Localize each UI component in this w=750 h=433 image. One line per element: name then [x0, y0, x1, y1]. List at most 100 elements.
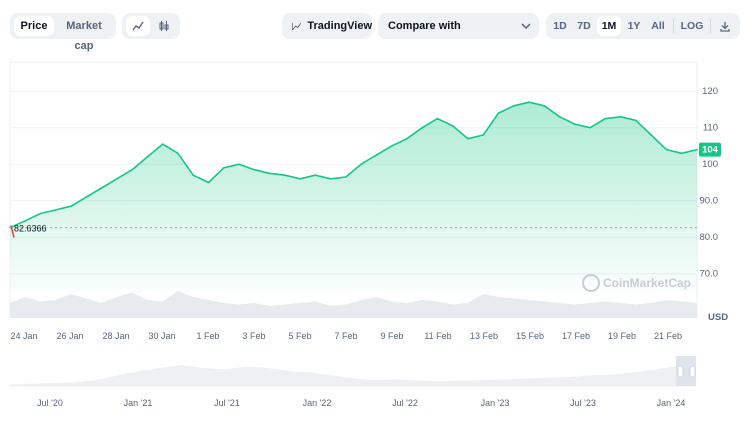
navigator-handle-right[interactable]: [689, 365, 696, 378]
price-point: [192, 174, 194, 176]
x-tick-label: 1 Feb: [196, 331, 219, 341]
price-point: [253, 168, 256, 171]
price-point: [329, 178, 332, 180]
price-area: [10, 102, 697, 292]
y-tick-label: 90.0: [700, 196, 719, 207]
baseline: 82.6366: [10, 224, 697, 238]
price-point: [589, 126, 591, 129]
watermark-text: CoinMarketCap: [603, 276, 691, 290]
tradingview-button[interactable]: TradingView: [282, 13, 372, 39]
price-point: [375, 154, 378, 156]
navigator-tick-label: Jul '21: [214, 398, 240, 408]
price-point: [345, 176, 347, 178]
x-tick-label: 26 Jan: [56, 331, 83, 341]
x-tick-label: 30 Jan: [148, 331, 175, 341]
range-1d-button[interactable]: 1D: [553, 20, 567, 32]
price-point: [528, 101, 530, 103]
x-tick-label: 15 Feb: [516, 331, 544, 341]
price-point: [451, 125, 454, 127]
price-point: [650, 134, 652, 136]
x-tick-label: 7 Feb: [334, 331, 357, 341]
price-point: [299, 178, 301, 180]
line-chart-button[interactable]: [126, 16, 150, 36]
range-7d-button[interactable]: 7D: [577, 20, 591, 32]
navigator-selection[interactable]: [676, 356, 696, 386]
coinmarketcap-logo-icon: [582, 274, 600, 292]
price-point: [436, 117, 439, 120]
price-area-fill: [10, 102, 697, 292]
y-axis: 70.0 80.0 90.0 100 110 120 104: [699, 86, 721, 280]
price-point: [55, 209, 57, 211]
navigator-handle-left[interactable]: [677, 365, 684, 378]
y-tick-label: 120: [702, 86, 718, 97]
current-price-badge: [699, 142, 721, 157]
volume-area: [10, 291, 697, 318]
price-point: [131, 168, 133, 171]
price-point: [558, 116, 561, 118]
watermark: CoinMarketCap: [582, 274, 691, 292]
navigator-tick-label: Jan '23: [481, 398, 510, 408]
price-point: [696, 148, 698, 151]
price-point: [360, 163, 362, 165]
price-point: [39, 212, 42, 215]
x-tick-label: 19 Feb: [608, 331, 636, 341]
download-button[interactable]: [714, 16, 736, 36]
range-all-button[interactable]: All: [651, 20, 665, 32]
price-point: [314, 174, 317, 176]
log-scale-button[interactable]: LOG: [680, 20, 704, 32]
price-point: [146, 156, 149, 158]
candlestick-button[interactable]: [152, 16, 176, 36]
x-tick-label: 13 Feb: [470, 331, 498, 341]
price-point: [665, 148, 668, 151]
navigator-tick-label: Jul '23: [570, 398, 596, 408]
x-tick-label: 24 Jan: [10, 331, 37, 341]
price-point: [268, 172, 271, 175]
price-point: [635, 119, 637, 122]
x-tick-label: 5 Feb: [288, 331, 311, 341]
baseline-marker: [10, 225, 15, 238]
price-line-path: [9, 101, 698, 229]
price-point: [284, 174, 286, 176]
range-1m-button[interactable]: 1M: [597, 16, 621, 36]
compare-with-label: Compare with: [388, 20, 461, 32]
navigator-area: [10, 365, 676, 386]
price-point: [421, 126, 424, 129]
price-point: [604, 117, 607, 120]
price-point: [680, 152, 683, 155]
navigator-tick-label: Jan '22: [303, 398, 332, 408]
navigator-tick-label: Jul '22: [392, 398, 418, 408]
price-point: [70, 205, 72, 207]
price-point: [482, 134, 485, 136]
price-point: [177, 152, 179, 155]
price-point: [513, 105, 515, 107]
currency-label: USD: [708, 312, 728, 323]
price-point: [24, 220, 27, 222]
range-selector: 1D 7D 1M 1Y All LOG: [546, 13, 740, 39]
range-1y-button[interactable]: 1Y: [627, 20, 641, 32]
tradingview-line-icon: [292, 22, 302, 30]
divider: [673, 19, 674, 33]
current-price-label: 104: [702, 145, 719, 156]
navigator-tick-label: Jul '20: [37, 398, 63, 408]
x-axis: 24 Jan 26 Jan 28 Jan 30 Jan 1 Feb 3 Feb 5 Feb 7…: [10, 331, 682, 341]
tab-price[interactable]: Price: [14, 16, 54, 36]
price-point: [222, 167, 225, 169]
price-point: [406, 137, 408, 140]
price-line: [9, 101, 698, 229]
volume-shape: [10, 291, 697, 318]
price-point: [390, 145, 393, 147]
price-point: [116, 178, 118, 180]
y-tick-label: 80.0: [700, 232, 719, 243]
x-tick-label: 9 Feb: [380, 331, 403, 341]
navigator[interactable]: Jul '20 Jan '21 Jul '21 Jan '22 Jul '22 Jan '…: [10, 356, 697, 408]
compare-with-select[interactable]: Compare with: [378, 13, 539, 39]
tradingview-label: TradingView: [307, 20, 372, 32]
tab-market-cap[interactable]: Market cap: [66, 20, 102, 52]
y-tick-label: 110: [703, 123, 718, 134]
price-point: [161, 143, 164, 145]
price-point: [467, 137, 469, 140]
x-tick-label: 28 Jan: [102, 331, 129, 341]
price-point: [497, 112, 500, 114]
y-tick-label: 70.0: [700, 269, 719, 280]
